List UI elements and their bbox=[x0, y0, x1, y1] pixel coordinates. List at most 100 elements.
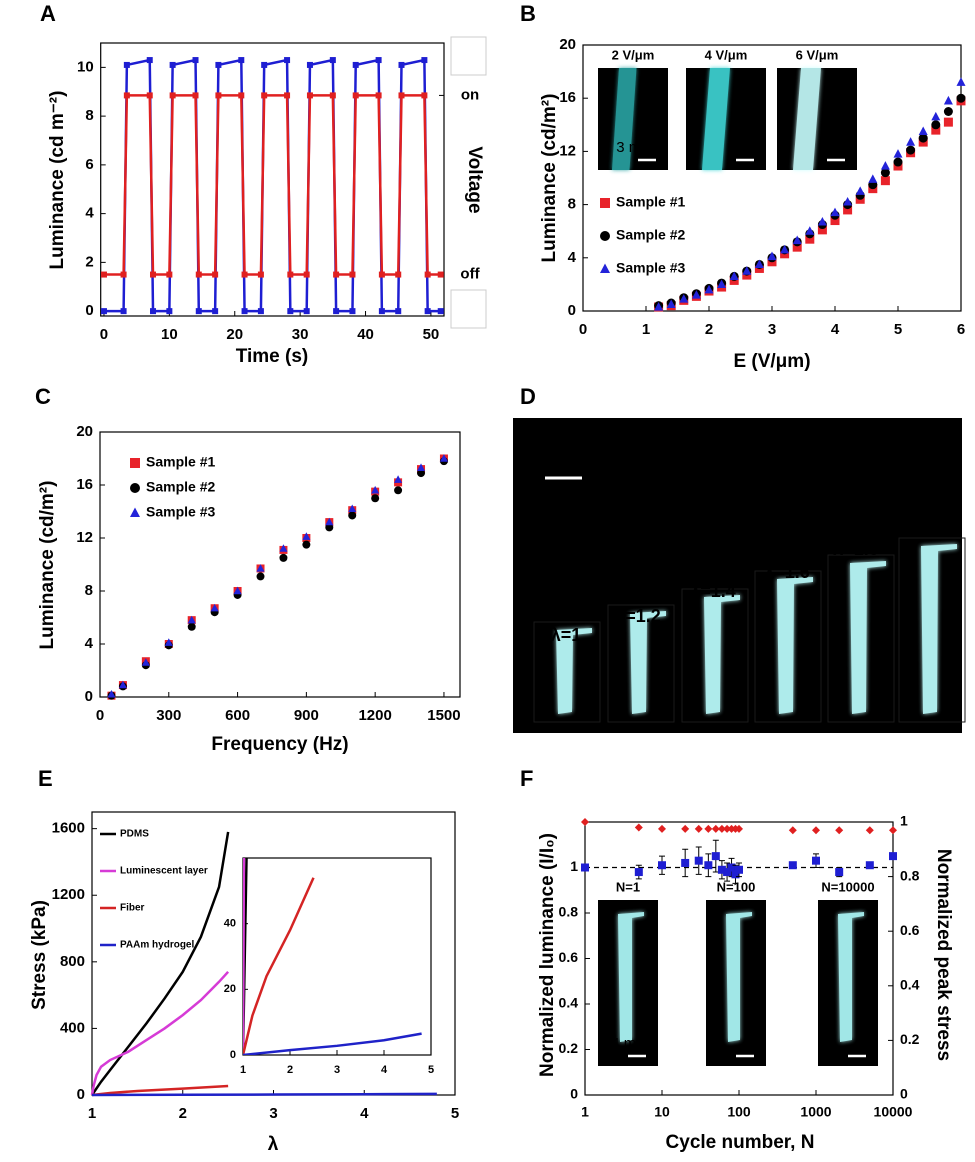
marker bbox=[424, 308, 431, 315]
y-tick-label: 0 bbox=[77, 1086, 85, 1103]
y-tick-label: 800 bbox=[60, 953, 85, 970]
marker bbox=[257, 308, 264, 315]
marker bbox=[195, 271, 202, 278]
y-axis-title: Stress (kPa) bbox=[29, 900, 50, 1010]
y-tick-label: 4 bbox=[85, 205, 94, 222]
marker bbox=[333, 308, 340, 315]
x-tick-label: 600 bbox=[225, 707, 250, 724]
series-line bbox=[91, 1092, 437, 1097]
panel-label: B bbox=[520, 1, 536, 26]
marker bbox=[817, 225, 827, 235]
marker bbox=[287, 271, 294, 278]
y-tick-label: 20 bbox=[559, 36, 576, 53]
marker bbox=[306, 92, 313, 99]
marker bbox=[348, 511, 357, 520]
x-tick-label: 5 bbox=[451, 1105, 459, 1122]
frame-outline bbox=[827, 554, 895, 723]
series-line bbox=[90, 831, 230, 1096]
marker bbox=[302, 532, 311, 540]
x-tick-label: 3 bbox=[269, 1105, 277, 1122]
x-axis-title: Time (s) bbox=[236, 346, 309, 367]
x-tick-label: 20 bbox=[226, 326, 243, 343]
frame-outline bbox=[607, 604, 675, 723]
legend-label: Sample #1 bbox=[616, 194, 685, 210]
y-axis-title: Luminance (cd m⁻²) bbox=[47, 91, 68, 270]
marker bbox=[398, 61, 405, 68]
marker bbox=[195, 308, 202, 315]
y2-tick-label: 0.4 bbox=[900, 977, 920, 993]
series-line bbox=[243, 877, 315, 1055]
y-tick-label: 16 bbox=[76, 476, 93, 493]
x-tick-label: 50 bbox=[423, 326, 440, 343]
stretch-label: λ=1.4 bbox=[690, 581, 736, 601]
x-tick-label: 6 bbox=[957, 321, 965, 338]
marker bbox=[261, 92, 268, 99]
marker bbox=[349, 308, 356, 315]
inset-background bbox=[243, 858, 431, 1055]
y-tick-label: 12 bbox=[76, 529, 93, 546]
marker bbox=[439, 454, 448, 462]
marker bbox=[421, 57, 428, 64]
marker bbox=[843, 196, 853, 206]
x-tick-label: 0 bbox=[96, 707, 104, 724]
marker bbox=[371, 494, 380, 503]
marker bbox=[169, 92, 176, 99]
series-line bbox=[243, 1032, 422, 1055]
marker bbox=[906, 137, 916, 146]
y2-axis-title: Voltage bbox=[464, 146, 485, 213]
marker bbox=[805, 226, 815, 235]
panel-label: C bbox=[35, 384, 51, 409]
frame-outline bbox=[898, 537, 966, 723]
y-tick-label: 8 bbox=[568, 196, 576, 213]
x-tick-label: 0 bbox=[100, 326, 108, 343]
marker bbox=[723, 868, 732, 877]
marker bbox=[352, 92, 359, 99]
marker bbox=[694, 856, 703, 865]
glow-strip bbox=[726, 912, 752, 1042]
marker bbox=[893, 157, 903, 167]
y-axis-title: Luminance (cd/m²) bbox=[37, 481, 58, 650]
x-tick-label: 5 bbox=[894, 321, 902, 338]
inset-label: 6 V/μm bbox=[796, 47, 839, 62]
marker bbox=[754, 259, 764, 269]
marker bbox=[694, 824, 703, 833]
glow-strip bbox=[618, 912, 644, 1042]
x-tick-label: 1000 bbox=[800, 1104, 831, 1120]
y-tick-label: 1200 bbox=[52, 886, 85, 903]
stretch-label: λ=2 bbox=[916, 516, 947, 536]
marker bbox=[120, 308, 127, 315]
marker bbox=[394, 475, 403, 483]
placeholder-box bbox=[450, 36, 487, 76]
marker bbox=[107, 689, 116, 698]
marker bbox=[100, 308, 107, 315]
legend-swatch bbox=[600, 263, 610, 273]
marker bbox=[395, 271, 402, 278]
y-tick-label: 0.2 bbox=[559, 1040, 579, 1056]
marker bbox=[893, 149, 903, 158]
glow-strip bbox=[777, 577, 813, 714]
marker bbox=[352, 61, 359, 68]
y2-axis-title: Normalized peak stress bbox=[933, 849, 954, 1061]
marker bbox=[880, 168, 890, 178]
marker bbox=[931, 111, 941, 121]
marker bbox=[581, 818, 589, 826]
panel-label: A bbox=[40, 1, 56, 26]
marker bbox=[711, 824, 720, 833]
legend-swatch bbox=[130, 483, 140, 493]
marker bbox=[417, 469, 426, 478]
marker bbox=[731, 870, 740, 879]
marker bbox=[835, 868, 844, 877]
legend-label: PAAm hydrogel bbox=[120, 940, 194, 951]
marker bbox=[333, 271, 340, 278]
legend-swatch bbox=[130, 507, 140, 517]
marker bbox=[812, 856, 820, 865]
marker bbox=[735, 865, 743, 874]
marker bbox=[329, 57, 336, 64]
y-axis-title: Luminance (cd/m²) bbox=[539, 94, 560, 263]
x-tick-label: 1 bbox=[240, 1064, 246, 1076]
marker bbox=[210, 603, 219, 612]
marker bbox=[723, 824, 732, 833]
y-tick-label: 0.8 bbox=[559, 904, 579, 920]
plot-frame bbox=[100, 42, 445, 317]
marker bbox=[233, 586, 242, 595]
